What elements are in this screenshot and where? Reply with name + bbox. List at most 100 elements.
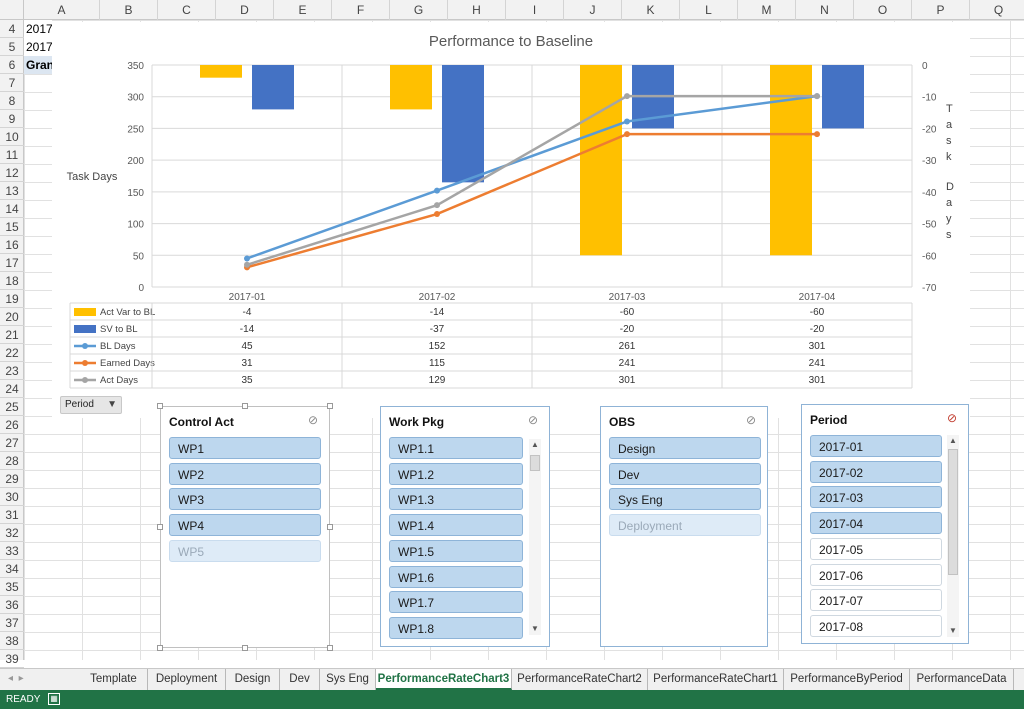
slicer-item[interactable]: Dev: [609, 462, 761, 485]
control-act-slicer[interactable]: Control Act ⊘ WP1 WP2 WP3 WP4 WP5: [160, 406, 330, 648]
resize-handle-bottom-right[interactable]: [327, 645, 333, 651]
period-slicer[interactable]: Period ⊘ 2017-01 2017-02 2017-03 2017-04 201…: [801, 404, 969, 644]
resize-handle-top-right[interactable]: [327, 403, 333, 409]
series-line[interactable]: [246, 94, 818, 260]
slicer-item[interactable]: 2017-03: [810, 486, 942, 509]
column-header-i[interactable]: I: [506, 0, 564, 20]
row-header-28[interactable]: 28: [0, 452, 24, 470]
sheet-tab[interactable]: PerformanceRateChart3: [376, 669, 512, 690]
column-header-n[interactable]: N: [796, 0, 854, 20]
data-point[interactable]: [244, 255, 250, 262]
row-header-23[interactable]: 23: [0, 362, 24, 380]
scroll-up-icon[interactable]: ▲: [531, 440, 539, 449]
data-point[interactable]: [624, 131, 630, 138]
bar[interactable]: [252, 65, 294, 110]
bar[interactable]: [442, 65, 484, 183]
row-header-34[interactable]: 34: [0, 560, 24, 578]
resize-handle-left[interactable]: [157, 524, 163, 530]
row-header-38[interactable]: 38: [0, 632, 24, 650]
slicer-item[interactable]: WP1.6: [389, 565, 523, 588]
scroll-up-icon[interactable]: ▲: [949, 436, 957, 445]
row-header-20[interactable]: 20: [0, 308, 24, 326]
row-header-36[interactable]: 36: [0, 596, 24, 614]
row-header-10[interactable]: 10: [0, 128, 24, 146]
row-header-11[interactable]: 11: [0, 146, 24, 164]
slicer-item[interactable]: WP1: [169, 437, 321, 459]
scroll-thumb[interactable]: [948, 449, 958, 575]
row-header-15[interactable]: 15: [0, 218, 24, 236]
slicer-item[interactable]: WP2: [169, 462, 321, 485]
slicer-item[interactable]: WP1.5: [389, 539, 523, 562]
slicer-scrollbar[interactable]: ▲ ▼: [947, 435, 959, 637]
row-header-27[interactable]: 27: [0, 434, 24, 452]
slicer-item[interactable]: 2017-06: [810, 563, 942, 586]
work-pkg-slicer[interactable]: Work Pkg ⊘ WP1.1 WP1.2 WP1.3 WP1.4 WP1.5 WP1.…: [380, 406, 550, 647]
sheet-tab[interactable]: Design: [226, 669, 280, 690]
column-header-j[interactable]: J: [564, 0, 622, 20]
column-header-b[interactable]: B: [100, 0, 158, 20]
bar[interactable]: [822, 65, 864, 129]
slicer-item[interactable]: WP1.2: [389, 462, 523, 485]
bar[interactable]: [580, 65, 622, 256]
cell-a6[interactable]: Gran: [24, 56, 55, 74]
row-header-17[interactable]: 17: [0, 254, 24, 272]
column-header-h[interactable]: H: [448, 0, 506, 20]
resize-handle-top[interactable]: [242, 403, 248, 409]
column-header-d[interactable]: D: [216, 0, 274, 20]
row-header-16[interactable]: 16: [0, 236, 24, 254]
slicer-item[interactable]: 2017-07: [810, 589, 942, 612]
slicer-item[interactable]: 2017-02: [810, 460, 942, 483]
obs-slicer[interactable]: OBS ⊘ Design Dev Sys Eng Deployment: [600, 406, 768, 647]
row-header-35[interactable]: 35: [0, 578, 24, 596]
slicer-item[interactable]: 2017-08: [810, 614, 942, 637]
row-header-12[interactable]: 12: [0, 164, 24, 182]
scroll-down-icon[interactable]: ▼: [531, 624, 539, 633]
slicer-item[interactable]: WP3: [169, 488, 321, 511]
slicer-item[interactable]: WP5: [169, 539, 321, 562]
resize-handle-right[interactable]: [327, 524, 333, 530]
data-point[interactable]: [814, 131, 820, 138]
row-header-29[interactable]: 29: [0, 470, 24, 488]
period-field-filter-button[interactable]: Period ▼: [60, 396, 122, 414]
sheet-tab[interactable]: PerformanceRateChart2: [512, 669, 648, 690]
resize-handle-top-left[interactable]: [157, 403, 163, 409]
row-header-7[interactable]: 7: [0, 74, 24, 92]
sheet-tab[interactable]: Template: [80, 669, 148, 690]
data-point[interactable]: [434, 211, 440, 218]
row-header-6[interactable]: 6: [0, 56, 24, 74]
row-header-26[interactable]: 26: [0, 416, 24, 434]
slicer-item[interactable]: 2017-05: [810, 537, 942, 560]
slicer-item[interactable]: WP1.3: [389, 488, 523, 511]
column-header-m[interactable]: M: [738, 0, 796, 20]
bar[interactable]: [770, 65, 812, 256]
bar[interactable]: [200, 65, 242, 78]
slicer-item[interactable]: WP1.1: [389, 437, 523, 459]
column-header-l[interactable]: L: [680, 0, 738, 20]
data-point[interactable]: [814, 93, 820, 100]
column-header-p[interactable]: P: [912, 0, 970, 20]
row-header-24[interactable]: 24: [0, 380, 24, 398]
slicer-item[interactable]: WP1.8: [389, 616, 523, 639]
tab-scroll-arrows[interactable]: ◂ ▸: [8, 673, 24, 684]
slicer-item[interactable]: 2017-04: [810, 512, 942, 535]
row-header-13[interactable]: 13: [0, 182, 24, 200]
sheet-tab[interactable]: PerformanceByPeriod: [784, 669, 910, 690]
macro-record-icon[interactable]: ▦: [48, 693, 60, 705]
data-point[interactable]: [434, 187, 440, 194]
cell-a4[interactable]: 2017-: [24, 20, 57, 38]
row-header-14[interactable]: 14: [0, 200, 24, 218]
series-line[interactable]: [246, 132, 817, 269]
slicer-scrollbar[interactable]: ▲ ▼: [529, 439, 541, 635]
row-header-33[interactable]: 33: [0, 542, 24, 560]
slicer-item[interactable]: WP1.4: [389, 514, 523, 537]
data-point[interactable]: [244, 261, 250, 268]
clear-filter-icon[interactable]: ⊘: [527, 413, 539, 427]
slicer-item[interactable]: WP4: [169, 514, 321, 537]
select-all-corner[interactable]: [0, 0, 24, 20]
sheet-tab[interactable]: Sys Eng: [320, 669, 376, 690]
row-header-39[interactable]: 39: [0, 650, 24, 668]
row-header-31[interactable]: 31: [0, 506, 24, 524]
slicer-item[interactable]: WP1.7: [389, 591, 523, 614]
bar[interactable]: [390, 65, 432, 110]
row-header-37[interactable]: 37: [0, 614, 24, 632]
